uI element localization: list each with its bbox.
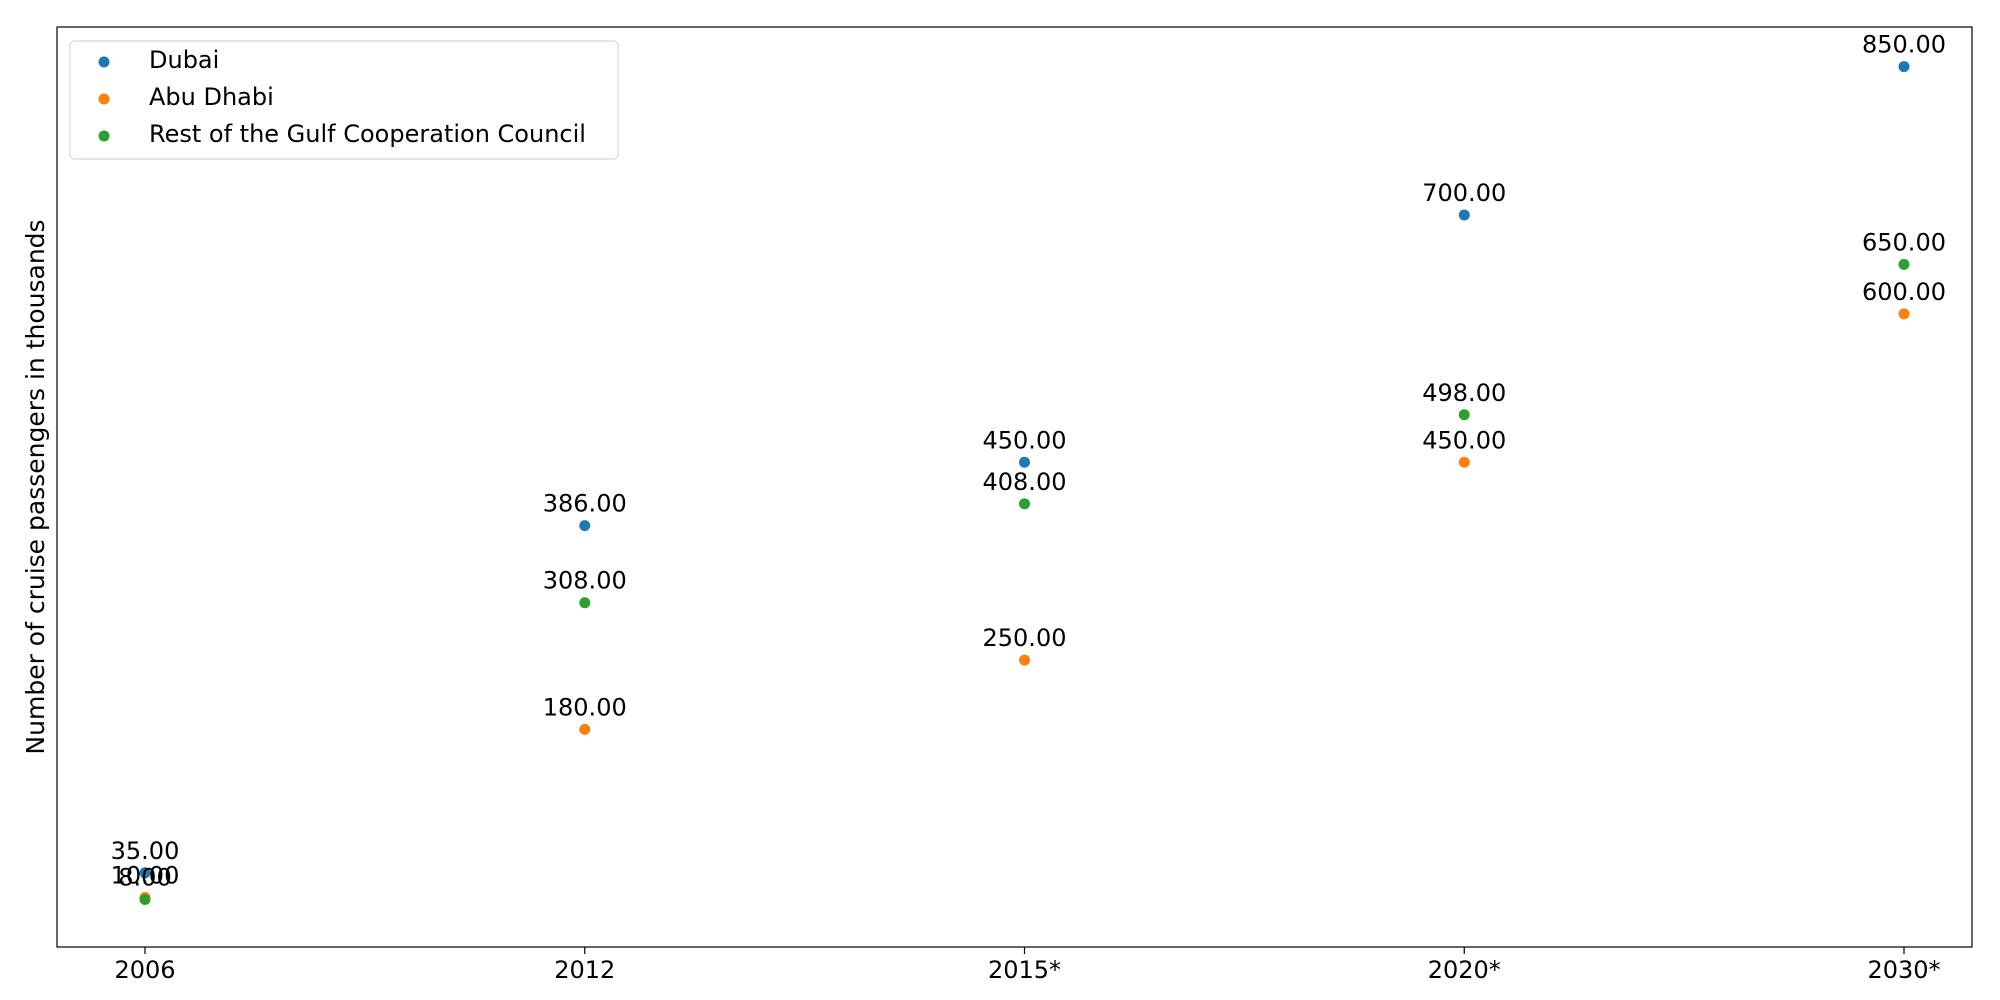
legend: Dubai Abu Dhabi Rest of the Gulf Cooperati… (69, 40, 619, 160)
point-rest-of-the-gulf-cooperation-council (1898, 258, 1910, 270)
data-label-abu-dhabi: 180.00 (543, 693, 627, 721)
data-label-rest-of-the-gulf-cooperation-council: 650.00 (1862, 228, 1946, 256)
point-rest-of-the-gulf-cooperation-council (139, 894, 151, 906)
point-dubai (1019, 456, 1030, 468)
x-tick-label: 2012 (554, 956, 615, 984)
data-label-dubai: 386.00 (543, 490, 627, 518)
data-label-dubai: 850.00 (1862, 31, 1946, 59)
legend-label-rest-of-the-gulf-cooperation-council: Rest of the Gulf Cooperation Council (149, 120, 586, 148)
data-label-abu-dhabi: 10.00 (111, 862, 180, 890)
legend-marker-dubai (98, 56, 110, 68)
legend-frame (69, 40, 619, 160)
legend-marker-rest-of-the-gulf-cooperation-council (98, 130, 110, 142)
legend-label-dubai: Dubai (149, 46, 219, 74)
point-dubai (139, 867, 151, 879)
point-dubai (579, 520, 591, 532)
data-label-dubai: 35.00 (111, 837, 180, 865)
legend-label-abu-dhabi: Abu Dhabi (149, 83, 274, 111)
point-abu-dhabi (1019, 654, 1030, 666)
data-label-abu-dhabi: 450.00 (1422, 426, 1506, 454)
data-label-rest-of-the-gulf-cooperation-council: 498.00 (1422, 379, 1506, 407)
data-label-rest-of-the-gulf-cooperation-council: 408.00 (983, 468, 1067, 496)
data-label-rest-of-the-gulf-cooperation-council: 308.00 (543, 567, 627, 595)
point-abu-dhabi (1458, 456, 1470, 468)
plot-area-frame (56, 26, 1973, 948)
data-label-dubai: 450.00 (983, 426, 1067, 454)
point-rest-of-the-gulf-cooperation-council (579, 597, 591, 609)
data-labels: 35.00 386.00 450.00 700.00 850.00 10.00 180.00… (111, 31, 1946, 892)
point-abu-dhabi (579, 723, 591, 735)
data-label-dubai: 700.00 (1422, 179, 1506, 207)
data-label-rest-of-the-gulf-cooperation-council: 8.00 (118, 864, 171, 892)
x-tick-label: 2006 (114, 956, 175, 984)
point-rest-of-the-gulf-cooperation-council (1019, 498, 1030, 510)
data-label-abu-dhabi: 600.00 (1862, 278, 1946, 306)
point-abu-dhabi (1898, 308, 1910, 320)
x-tick-label: 2020* (1428, 956, 1501, 984)
point-dubai (1898, 61, 1910, 73)
data-label-abu-dhabi: 250.00 (983, 624, 1067, 652)
data-marks (139, 61, 1910, 906)
point-rest-of-the-gulf-cooperation-council (1458, 409, 1470, 421)
y-axis-label: Number of cruise passengers in thousands (21, 219, 50, 754)
legend-marker-abu-dhabi (98, 93, 110, 105)
x-axis-ticks: 2006 2012 2015* 2020* 2030* (114, 947, 1941, 984)
point-dubai (1458, 209, 1470, 221)
x-tick-label: 2030* (1867, 956, 1940, 984)
x-tick-label: 2015* (988, 956, 1061, 984)
